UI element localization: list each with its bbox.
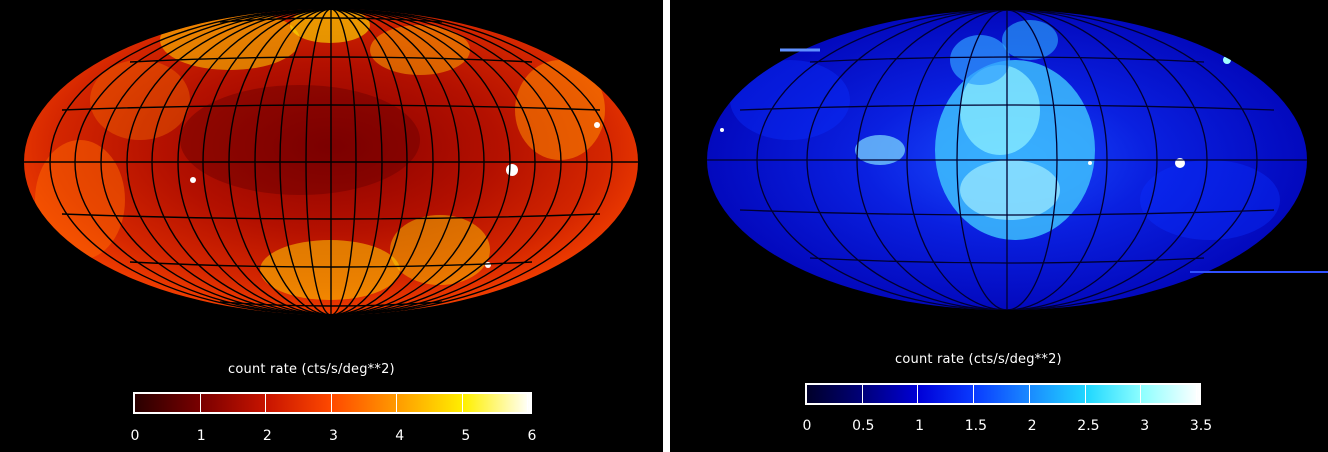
red-allsky-map [24, 9, 638, 315]
colorbar-segment [1030, 385, 1086, 403]
colorbar-tick-label: 2.5 [1077, 418, 1100, 434]
colorbar [133, 392, 532, 414]
colorbar-tick-label: 3.5 [1189, 418, 1213, 434]
emission-features [35, 9, 605, 300]
colorbar-tick-label: 1.5 [964, 418, 987, 434]
colorbar-segment [1086, 385, 1142, 403]
colorbar-tick-label: 3 [1140, 418, 1150, 434]
colorbar-segment [397, 394, 463, 412]
colorbar-tick-label: 0.5 [852, 418, 875, 434]
colorbar-tick-label: 1 [196, 428, 206, 444]
colorbar-segment [807, 385, 863, 403]
colorbar-segment [201, 394, 266, 412]
colorbar-tick-label: 0 [130, 428, 140, 444]
grid-lines [24, 9, 638, 315]
colorbar [805, 383, 1201, 405]
colorbar-segment [974, 385, 1030, 403]
colorbar-tick-label: 2 [262, 428, 272, 444]
colorbar-tick-label: 6 [527, 428, 537, 444]
left-panel: count rate (cts/s/deg**2) 0 1 2 3 4 5 6 [0, 0, 663, 452]
colorbar-tick-label: 1 [915, 418, 925, 434]
colorbar-tick-label: 2 [1027, 418, 1037, 434]
grid-lines [707, 10, 1307, 310]
colorbar-segment [463, 394, 528, 412]
right-panel: count rate (cts/s/deg**2) 0 0.5 1 1.5 2 2.5 3 3… [670, 0, 1328, 452]
colorbar-segment [266, 394, 332, 412]
colorbar-segment [332, 394, 397, 412]
colorbar-title: count rate (cts/s/deg**2) [895, 352, 1062, 367]
colorbar-segment [863, 385, 919, 403]
colorbar-title: count rate (cts/s/deg**2) [228, 362, 395, 377]
blue-allsky-map [707, 10, 1328, 310]
colorbar-segment [135, 394, 201, 412]
colorbar-tick-label: 4 [395, 428, 405, 444]
colorbar-tick-label: 3 [329, 428, 338, 444]
colorbar-segment [1141, 385, 1197, 403]
colorbar-segment [918, 385, 975, 403]
colorbar-tick-label: 0 [802, 418, 812, 434]
colorbar-tick-label: 5 [461, 428, 471, 444]
